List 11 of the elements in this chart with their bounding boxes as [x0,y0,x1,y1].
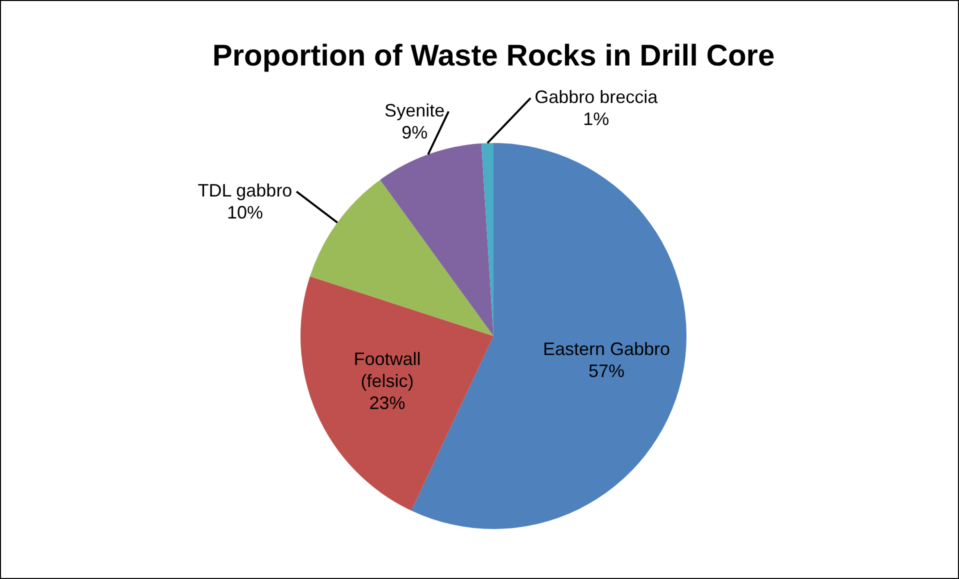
slice-label: TDL gabbro [198,180,292,201]
slice-label: Footwall (felsic) [354,348,421,391]
slice-label: Syenite [384,100,445,120]
data-label: 9% [402,122,428,142]
data-label: 10% [226,202,264,223]
chart-title: Proportion of Waste Rocks in Drill Core [212,39,775,72]
slice-label: Eastern Gabbro [542,339,670,360]
slice-label: Gabbro breccia [534,87,659,108]
data-label: 23% [369,392,406,413]
data-label: 57% [588,361,625,382]
data-label: 1% [583,109,610,130]
